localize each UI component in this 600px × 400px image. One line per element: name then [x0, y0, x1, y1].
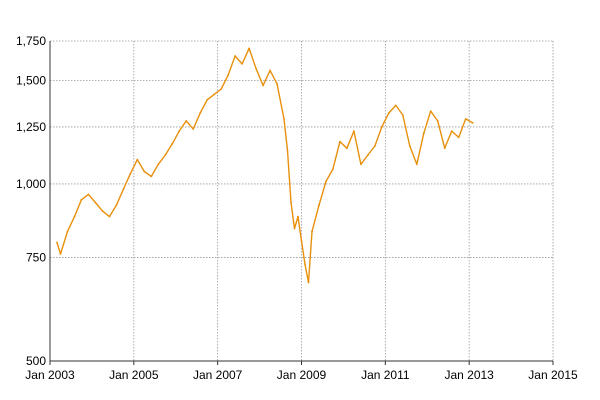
data-point — [297, 215, 299, 218]
y-tick-label: 500 — [26, 354, 46, 368]
y-tick-label: 1,000 — [16, 177, 46, 191]
data-point — [290, 201, 292, 204]
grid-lines — [49, 40, 554, 362]
data-point — [136, 158, 139, 161]
x-tick-label: Jan 2007 — [193, 368, 243, 382]
data-point — [471, 122, 474, 124]
data-point — [80, 198, 83, 201]
data-point — [255, 67, 257, 70]
data-point — [307, 281, 310, 284]
data-point — [122, 188, 125, 191]
data-point — [101, 210, 104, 212]
data-point — [374, 145, 376, 147]
y-tick-label: 750 — [26, 250, 46, 264]
data-point — [248, 47, 251, 50]
x-tick-label: Jan 2009 — [277, 368, 327, 382]
series-layer — [56, 47, 474, 284]
x-tick-label: Jan 2015 — [528, 368, 578, 382]
data-point — [66, 230, 69, 233]
data-point — [283, 118, 285, 120]
data-point — [360, 163, 362, 166]
data-point — [415, 163, 418, 166]
series-line — [56, 47, 474, 284]
data-point — [115, 204, 118, 207]
data-point — [436, 120, 439, 122]
data-point — [269, 69, 271, 72]
data-point — [206, 98, 209, 101]
data-point — [387, 112, 390, 114]
data-point — [241, 63, 244, 65]
data-point — [443, 147, 446, 150]
axes — [49, 41, 554, 365]
data-point — [73, 215, 76, 218]
data-point — [199, 112, 202, 114]
data-point — [394, 104, 397, 107]
data-point — [262, 84, 264, 87]
data-point — [56, 241, 58, 244]
data-point — [171, 142, 174, 145]
data-point — [346, 147, 348, 150]
data-point — [213, 93, 216, 96]
data-point — [192, 128, 195, 130]
y-tick-label: 1,250 — [16, 120, 46, 134]
data-point — [300, 240, 303, 242]
data-point — [185, 120, 188, 122]
data-point — [367, 154, 369, 156]
data-point — [339, 140, 341, 143]
data-point — [234, 55, 237, 57]
data-point — [227, 74, 230, 77]
data-point — [143, 170, 146, 173]
tick-labels: 500 750 1,000 1,250 1,500 1,750 Jan 2003 Jan 20… — [16, 34, 578, 382]
data-point — [457, 136, 460, 139]
data-point — [129, 173, 132, 175]
data-point — [332, 168, 334, 171]
data-point — [108, 215, 111, 218]
data-point — [87, 193, 90, 196]
data-point — [422, 132, 425, 135]
y-tick-label: 1,750 — [16, 34, 46, 48]
x-tick-label: Jan 2005 — [109, 368, 159, 382]
data-point — [325, 180, 327, 183]
x-tick-label: Jan 2011 — [361, 368, 410, 382]
data-point — [304, 263, 306, 266]
data-point — [276, 82, 278, 85]
y-tick-label: 1,500 — [16, 73, 46, 87]
data-point — [380, 126, 383, 128]
data-point — [293, 227, 296, 230]
data-point — [94, 201, 97, 204]
data-point — [318, 204, 320, 207]
data-point — [401, 114, 404, 116]
data-point — [59, 253, 62, 255]
data-point — [311, 230, 313, 233]
data-point — [157, 163, 160, 166]
data-point — [353, 130, 355, 133]
data-point — [464, 118, 467, 120]
data-point — [450, 130, 453, 133]
x-tick-label: Jan 2003 — [25, 368, 75, 382]
data-point — [220, 88, 223, 90]
data-point — [408, 145, 411, 147]
data-point — [164, 154, 167, 156]
data-point — [178, 130, 181, 133]
data-point — [286, 149, 289, 152]
data-point — [150, 175, 153, 178]
x-tick-label: Jan 2013 — [444, 368, 494, 382]
data-point — [429, 110, 432, 112]
